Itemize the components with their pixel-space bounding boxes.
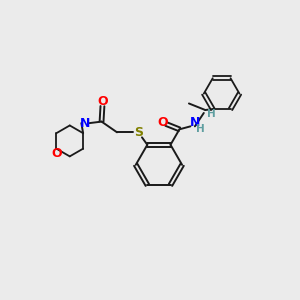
Text: S: S <box>134 126 143 139</box>
Text: O: O <box>157 116 168 129</box>
Text: H: H <box>207 110 216 119</box>
Text: N: N <box>80 117 90 130</box>
Text: N: N <box>190 116 200 129</box>
Text: O: O <box>51 148 62 160</box>
Text: H: H <box>196 124 205 134</box>
Text: O: O <box>97 95 108 108</box>
